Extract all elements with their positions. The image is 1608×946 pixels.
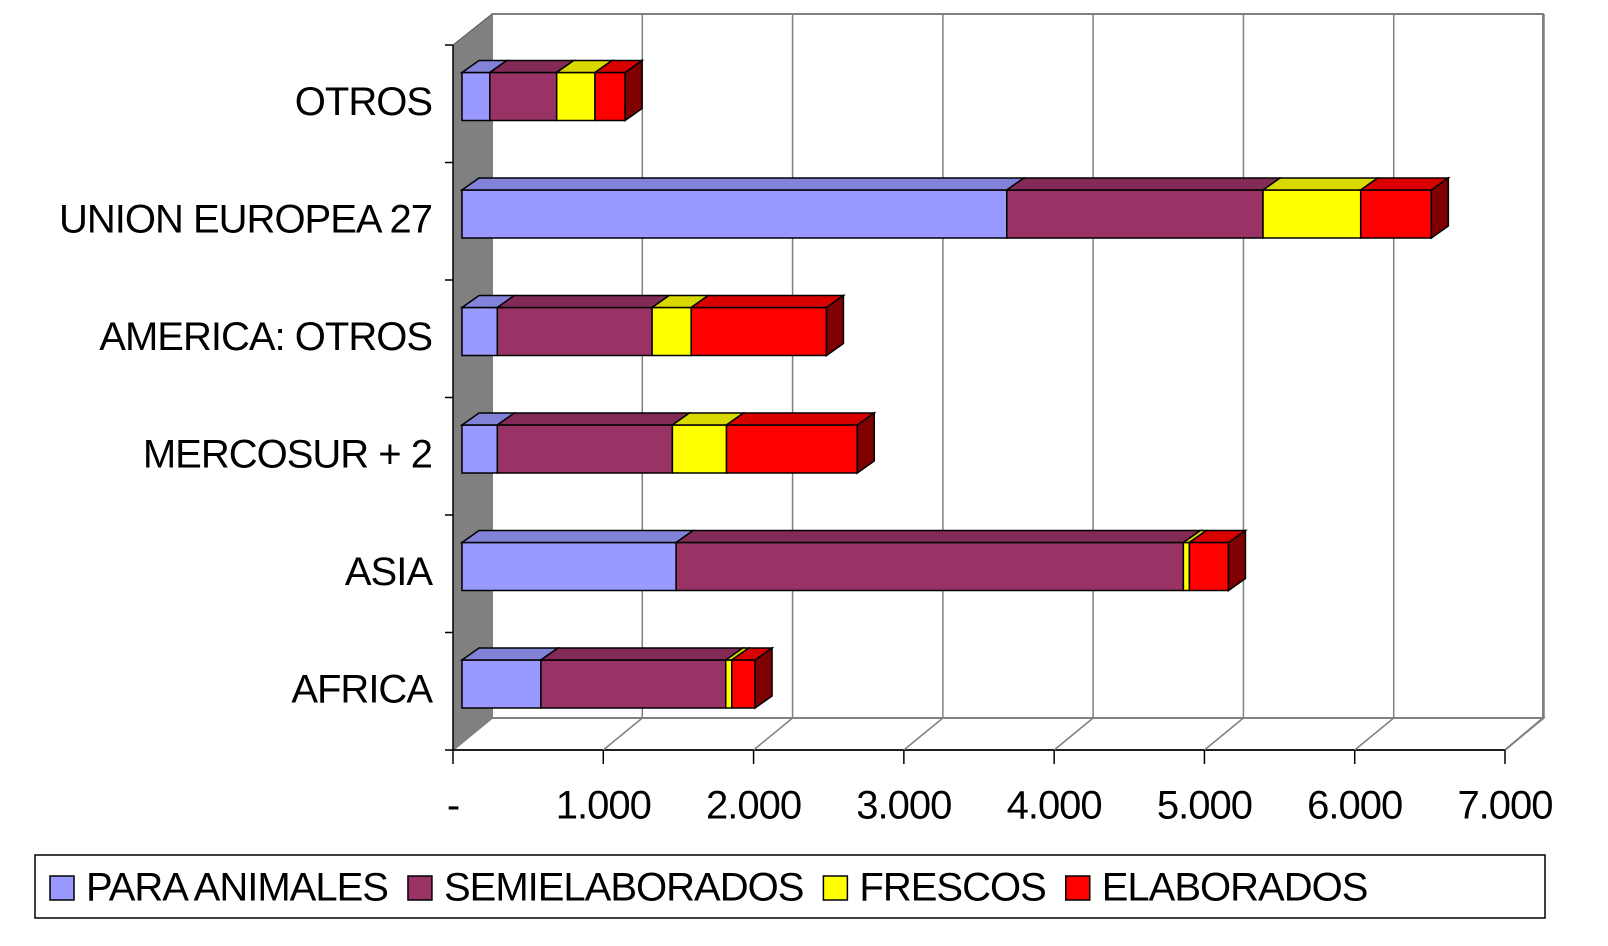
bar-top-shade <box>497 413 690 425</box>
bar-segment <box>725 424 859 474</box>
bar-segment <box>555 71 596 122</box>
bar-top-shade <box>1183 530 1207 543</box>
bar-top-shade <box>489 60 574 73</box>
x-tick-label: 6.000 <box>1307 784 1402 828</box>
bar-side-shade <box>625 60 643 121</box>
floor-grid-line <box>1354 717 1395 751</box>
legend-swatch <box>1065 875 1091 901</box>
bar-top-shade <box>462 648 558 660</box>
bar-segment <box>461 659 542 709</box>
side-wall <box>452 12 493 752</box>
bar-segment <box>461 541 677 592</box>
bar-side-shade <box>826 295 844 356</box>
bar-segment <box>594 71 626 122</box>
bar-segment <box>725 659 733 709</box>
bar-segment <box>731 659 756 709</box>
bar-top-shade <box>725 648 749 660</box>
bar-top-shade <box>1006 178 1281 190</box>
bar-top-shade <box>497 295 670 308</box>
floor-grid-line <box>903 717 944 751</box>
y-tick-label: AMERICA: OTROS <box>99 315 432 359</box>
legend-swatch <box>49 875 75 901</box>
bar-segment <box>651 306 692 357</box>
bar-top-shade <box>676 530 1201 543</box>
bar-side-shade <box>1431 178 1449 238</box>
y-tick-label: OTROS <box>295 80 432 124</box>
bar-side-shade <box>1228 530 1246 591</box>
bar-segment <box>1006 189 1264 239</box>
bar-segment <box>675 541 1185 592</box>
bar-segment <box>1182 541 1191 592</box>
legend-label: SEMIELABORADOS <box>444 866 803 910</box>
bar-segment <box>496 424 674 474</box>
legend-swatch <box>407 875 433 901</box>
bar-segment <box>690 306 828 357</box>
bar-top-shade <box>731 648 773 660</box>
x-tick-label: - <box>447 784 459 828</box>
bar-top-shade <box>462 60 507 73</box>
y-tick-label: MERCOSUR + 2 <box>143 433 432 477</box>
bar-top-shade <box>595 60 643 73</box>
floor-grid-line <box>1504 717 1545 751</box>
bar-segment <box>461 306 499 357</box>
bar-segment <box>1262 189 1362 239</box>
bar-top-shade <box>1360 178 1449 190</box>
legend <box>34 854 1546 919</box>
back-wall <box>491 13 1544 719</box>
bar-top-shade <box>540 648 743 660</box>
bar-side-shade <box>755 648 773 708</box>
y-tick-label: ASIA <box>345 550 433 594</box>
x-tick-label: 5.000 <box>1157 784 1252 828</box>
legend-label: FRESCOS <box>859 866 1045 910</box>
bar-segment <box>671 424 728 474</box>
x-tick-label: 7.000 <box>1457 784 1552 828</box>
bar-segment <box>540 659 727 709</box>
legend-label: PARA ANIMALES <box>86 866 388 910</box>
floor-grid-line <box>602 717 643 751</box>
y-tick-label: UNION EUROPEA 27 <box>59 198 432 242</box>
x-tick-label: 4.000 <box>1007 784 1102 828</box>
bar-segment <box>461 189 1008 239</box>
bar-top-shade <box>726 413 875 425</box>
bar-segment <box>496 306 653 357</box>
legend-swatch <box>822 875 849 901</box>
floor-grid-line <box>753 717 794 751</box>
bar-top-shade <box>1263 178 1378 190</box>
bar-segment <box>1188 541 1230 592</box>
x-tick-label: 1.000 <box>556 784 651 828</box>
bar-segment <box>461 71 491 122</box>
bar-top-shade <box>462 530 694 543</box>
bar-segment <box>1359 189 1433 239</box>
floor-grid-line <box>1053 717 1094 751</box>
bar-segment <box>461 424 499 474</box>
floor-grid-line <box>1203 717 1244 751</box>
bar-side-shade <box>857 413 875 473</box>
floor <box>450 717 1546 751</box>
bar-segment <box>489 71 558 122</box>
bar-top-shade <box>462 178 1024 190</box>
y-tick-label: AFRICA <box>291 668 433 712</box>
x-tick-label: 2.000 <box>706 784 801 828</box>
x-tick-label: 3.000 <box>856 784 951 828</box>
bar-top-shade <box>691 295 844 308</box>
bar-top-shade <box>672 413 744 425</box>
legend-label: ELABORADOS <box>1102 866 1368 910</box>
